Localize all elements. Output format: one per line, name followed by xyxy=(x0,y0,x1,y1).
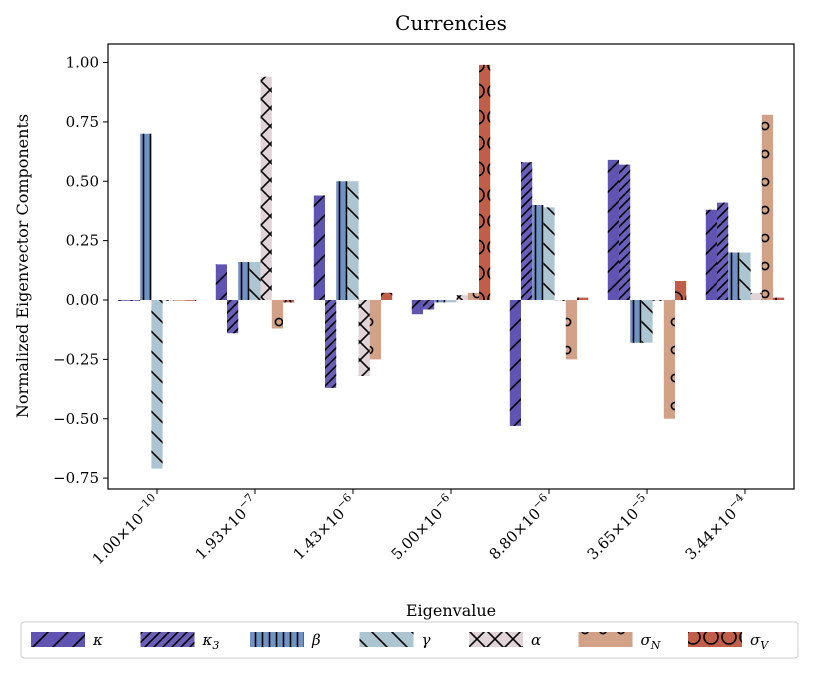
bar-hatch-α-0 xyxy=(162,300,174,301)
y-tick-label: 0.75 xyxy=(66,113,99,131)
legend: κ κ3 β γ α σN σV xyxy=(31,631,769,652)
bar-hatch-γ-6 xyxy=(739,252,751,300)
bar-hatch-α-1 xyxy=(260,76,272,300)
bar-hatch-β-4 xyxy=(532,205,544,300)
bar-hatch-κ-4 xyxy=(509,300,521,426)
legend-label-κ: κ xyxy=(92,631,103,649)
y-tick-label: 1.00 xyxy=(66,54,99,72)
bar-hatch-κ3-2 xyxy=(325,300,337,388)
legend-swatch-hatch xyxy=(250,632,304,647)
bar-hatch-γ-1 xyxy=(249,262,261,300)
bar-hatch-α-5 xyxy=(652,300,664,301)
legend-label-σV: σV xyxy=(750,631,769,652)
bar-hatch-κ3-5 xyxy=(619,164,631,300)
plot-frame xyxy=(107,43,795,490)
bar-hatch-β-6 xyxy=(728,252,740,300)
bar-hatch-α-6 xyxy=(750,292,762,300)
bar-hatch-γ-5 xyxy=(641,300,653,343)
legend-swatch-hatch xyxy=(688,632,742,647)
bar-hatch-β-1 xyxy=(238,262,250,300)
chart-title: Currencies xyxy=(395,11,507,35)
bar-hatch-σV-2 xyxy=(381,292,393,300)
bar-hatch-κ-3 xyxy=(411,300,423,315)
x-tick-label: 3.65×10−5 xyxy=(582,491,654,563)
legend-label-σN: σN xyxy=(641,631,661,652)
legend-swatch-hatch xyxy=(359,632,414,647)
bar-hatch-γ-3 xyxy=(445,300,457,303)
bar-hatch-γ-0 xyxy=(151,300,163,469)
bar-hatch-κ-5 xyxy=(607,159,619,300)
bar-hatch-γ-4 xyxy=(543,207,555,300)
legend-label-β: β xyxy=(311,631,321,649)
legend-swatch-hatch xyxy=(578,632,633,647)
x-tick-label: 1.00×10−10 xyxy=(87,491,164,568)
x-tick-label: 5.00×10−6 xyxy=(386,491,458,563)
bar-hatch-β-5 xyxy=(630,300,642,343)
x-tick-label: 8.80×10−6 xyxy=(484,491,556,563)
bar-hatch-σN-5 xyxy=(663,300,675,419)
bar-hatch-κ3-6 xyxy=(717,202,729,300)
bar-hatch-κ-6 xyxy=(705,209,717,300)
y-tick-label: −0.50 xyxy=(53,410,99,428)
bar-hatch-β-3 xyxy=(434,300,446,303)
legend-swatch-hatch xyxy=(469,632,523,647)
bar-hatch-β-0 xyxy=(140,133,152,300)
bar-hatch-κ3-0 xyxy=(129,300,141,301)
bar-hatch-σV-5 xyxy=(675,281,687,300)
y-tick-label: 0.00 xyxy=(66,291,99,309)
bar-hatch-κ-2 xyxy=(313,195,325,300)
bar-hatch-σV-3 xyxy=(479,64,491,300)
x-axis-label: Eigenvalue xyxy=(406,601,496,620)
x-axis-ticks: 1.00×10−10 1.93×10−7 1.43×10−6 5.00×10−6 8.8… xyxy=(87,489,752,568)
x-tick-label: 1.93×10−7 xyxy=(190,491,262,563)
bar-hatch-σV-6 xyxy=(773,297,785,300)
bar-hatch-κ-1 xyxy=(215,264,227,300)
bar-hatch-κ-0 xyxy=(117,300,129,301)
y-axis-ticks: 1.00 0.75 0.50 0.25 0.00 −0.25 −0.50 −0.75 xyxy=(53,54,108,487)
bar-hatch-β-2 xyxy=(336,181,348,300)
bar-hatch-σV-4 xyxy=(577,297,589,300)
bar-hatch-σV-1 xyxy=(283,300,295,303)
bar-hatch-σN-6 xyxy=(761,114,773,300)
y-tick-label: −0.75 xyxy=(53,469,99,487)
bars-group xyxy=(117,64,785,469)
y-tick-label: 0.50 xyxy=(66,172,99,190)
legend-label-κ3: κ3 xyxy=(202,631,220,652)
x-tick-label: 1.43×10−6 xyxy=(288,491,360,563)
bar-hatch-κ3-3 xyxy=(423,300,435,310)
bar-hatch-α-3 xyxy=(456,295,468,300)
legend-swatch-hatch xyxy=(140,632,195,647)
bar-hatch-σN-2 xyxy=(369,300,381,360)
bar-hatch-κ3-1 xyxy=(227,300,239,334)
x-tick-label: 3.44×10−4 xyxy=(680,491,752,563)
bar-hatch-σV-0 xyxy=(185,300,197,301)
bar-hatch-κ3-4 xyxy=(521,162,533,300)
bar-hatch-σN-3 xyxy=(467,292,479,300)
bar-hatch-σN-1 xyxy=(271,300,283,329)
bar-hatch-α-2 xyxy=(358,300,370,376)
bar-hatch-σN-4 xyxy=(565,300,577,360)
y-tick-label: −0.25 xyxy=(53,350,99,368)
y-tick-label: 0.25 xyxy=(66,232,99,250)
legend-label-γ: γ xyxy=(422,631,431,649)
y-axis-label: Normalized Eigenvector Components xyxy=(13,114,32,418)
legend-swatch-hatch xyxy=(31,632,85,647)
bar-hatch-α-4 xyxy=(554,300,566,301)
legend-label-α: α xyxy=(531,631,541,649)
bar-hatch-σN-0 xyxy=(173,300,185,301)
bar-hatch-γ-2 xyxy=(347,181,359,300)
